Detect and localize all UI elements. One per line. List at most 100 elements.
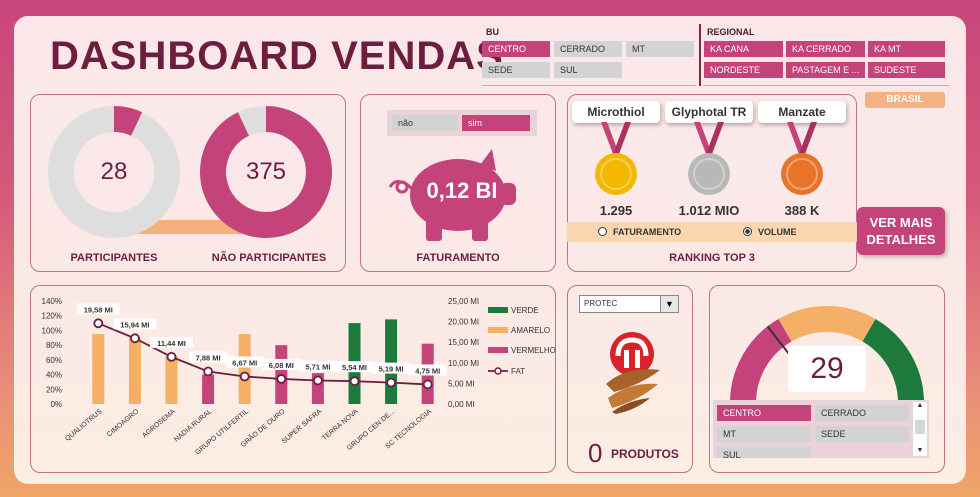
produtos-dropdown[interactable]: PROTEC ▼ (579, 295, 679, 313)
bu-item-mt[interactable]: MT (626, 41, 694, 57)
regional-item-5[interactable]: SUDESTE (868, 62, 945, 78)
ver-mais-line2: DETALHES (866, 232, 936, 247)
gauge-band (778, 306, 876, 342)
medal-icon (688, 122, 730, 195)
bar-vermelho (202, 374, 215, 404)
radio-selected-icon (743, 227, 752, 236)
fat-point (422, 379, 433, 390)
medal-icon (781, 122, 823, 195)
bar-amarelo (238, 334, 251, 404)
slicer-separator (699, 24, 701, 86)
fat-data-label: 6,08 MI (269, 361, 294, 370)
chevron-down-icon[interactable]: ▼ (660, 296, 678, 312)
nao-participantes-donut (200, 106, 332, 238)
gauge-band (862, 318, 924, 404)
fat-point (93, 318, 104, 329)
gauge-slicer-item-sede[interactable]: SEDE (815, 426, 909, 442)
legend-label: AMARELO (511, 326, 550, 335)
gauge-slicer-item-sul[interactable]: SUL (717, 447, 811, 458)
y-left-tick: 140% (42, 297, 62, 306)
x-tick-label: CIMOAGRO (106, 408, 141, 439)
participants-panel (30, 94, 346, 272)
fat-data-label: 7,88 MI (196, 354, 221, 363)
y-left-tick: 20% (46, 385, 62, 394)
option-faturamento-label: FATURAMENTO (613, 227, 682, 237)
regional-slicer-title: REGIONAL (707, 27, 755, 37)
x-tick-label: SUPER SAFRA (281, 408, 324, 445)
ver-mais-line1: VER MAIS (869, 215, 933, 230)
option-volume[interactable]: VOLUME (743, 227, 797, 237)
fat-point (130, 333, 140, 344)
fat-line (97, 322, 428, 386)
x-tick-label: QUALIOTRUS (64, 408, 104, 443)
bu-item-centro[interactable]: CENTRO (482, 41, 550, 57)
filter-nao[interactable]: não (392, 115, 458, 131)
fat-data-label: 15,94 MI (120, 320, 149, 329)
y-right-tick: 25,00 MI (448, 297, 479, 306)
produtos-count: 0 (588, 438, 603, 468)
medal-name-0: Microthiol (572, 101, 660, 123)
bar-amarelo (165, 356, 178, 404)
y-left-tick: 120% (42, 312, 62, 321)
fat-label-bg (335, 361, 374, 373)
fat-label-bg (408, 364, 447, 376)
donut-hole (228, 134, 304, 210)
medal-value-0: 1.295 (599, 203, 633, 218)
radio-icon (598, 227, 607, 236)
legend-swatch (488, 307, 508, 313)
ver-mais-detalhes-button[interactable]: VER MAIS DETALHES (857, 207, 945, 255)
x-tick-label: TERRA NOVA (321, 408, 360, 442)
fat-point (312, 375, 323, 386)
gauge-slicer-item-mt[interactable]: MT (717, 426, 811, 442)
medal-value-2: 388 K (784, 203, 820, 218)
scroll-up-icon[interactable]: ▲ (916, 402, 924, 409)
y-left-tick: 100% (42, 326, 62, 335)
gauge-value: 29 (788, 346, 866, 392)
regional-item-0[interactable]: KA CANA (704, 41, 783, 57)
produtos-dropdown-value: PROTEC (584, 299, 618, 308)
gauge-slicer: CENTRO CERRADO MT SEDE SUL ▲ ▼ (713, 400, 929, 458)
participantes-value: 28 (100, 158, 128, 185)
regional-item-4[interactable]: PASTAGEM E ... (786, 62, 865, 78)
fat-data-label: 5,54 MI (342, 363, 367, 372)
participantes-donut (48, 106, 180, 238)
option-faturamento[interactable]: FATURAMENTO (598, 227, 681, 237)
legend-label: VERDE (511, 306, 539, 315)
scroll-thumb[interactable] (915, 420, 925, 434)
fat-label-bg (298, 360, 337, 372)
fat-point (166, 351, 177, 362)
regional-item-3[interactable]: NORDESTE (704, 62, 783, 78)
bu-item-sede[interactable]: SEDE (482, 62, 550, 78)
brasil-button[interactable]: BRASIL (865, 92, 945, 108)
ranking-options-bar (567, 222, 857, 242)
y-left-tick: 0% (50, 400, 62, 409)
scroll-down-icon[interactable]: ▼ (916, 447, 924, 454)
x-tick-label: AGROSEMA (141, 408, 177, 440)
filter-sim[interactable]: sim (462, 115, 530, 131)
bar-amarelo (92, 334, 105, 404)
fat-data-label: 11,44 MI (157, 339, 186, 348)
bar-amarelo (128, 337, 141, 404)
legend-label: FAT (511, 367, 525, 376)
legend-swatch (488, 347, 508, 353)
regional-item-1[interactable]: KA CERRADO (786, 41, 865, 57)
gauge-slicer-item-cerrado[interactable]: CERRADO (815, 405, 909, 421)
gauge-panel (709, 285, 945, 473)
legend-swatch-point (494, 367, 502, 375)
fat-data-label: 4,75 MI (415, 366, 440, 375)
participantes-label: PARTICIPANTES (70, 252, 158, 264)
fat-label-bg (76, 303, 120, 315)
produtos-label: PRODUTOS (611, 447, 679, 461)
fat-label-bg (262, 358, 301, 370)
donut-slice (200, 106, 332, 238)
y-right-tick: 5,00 MI (448, 379, 475, 388)
regional-item-2[interactable]: KA MT (868, 41, 945, 57)
faturamento-label: FATURAMENTO (416, 252, 500, 264)
bu-item-cerrado[interactable]: CERRADO (554, 41, 622, 57)
bu-item-sul[interactable]: SUL (554, 62, 622, 78)
gauge-slicer-item-centro[interactable]: CENTRO (717, 405, 811, 421)
medal-name-1: Glyphotal TR (665, 101, 753, 123)
participants-donuts (48, 106, 332, 238)
y-right-tick: 0,00 MI (448, 400, 475, 409)
scrollbar[interactable]: ▲ ▼ (913, 402, 927, 456)
